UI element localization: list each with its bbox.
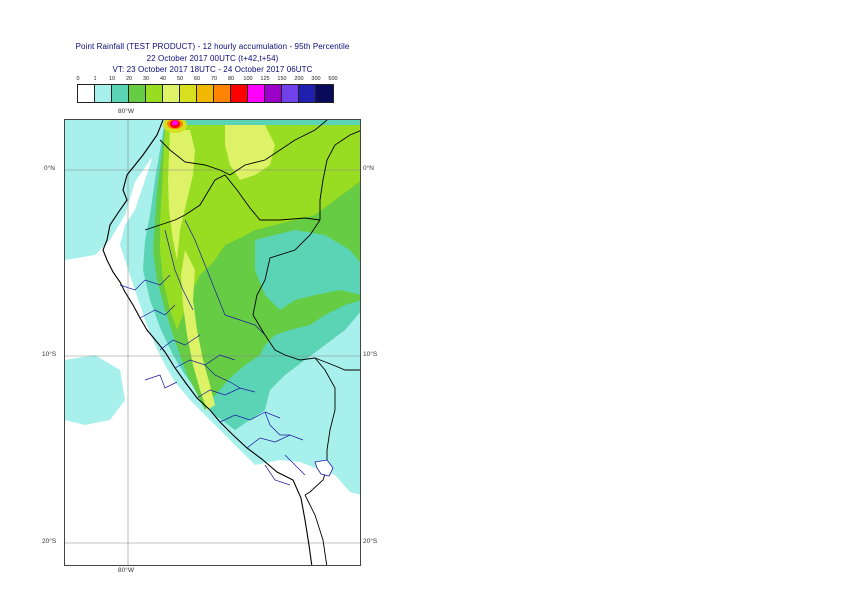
- precip-peak-magenta: [172, 120, 178, 126]
- legend-swatch: [78, 85, 95, 102]
- legend-tick-label: 50: [176, 76, 184, 82]
- precip-andes-light-yellow-2: [225, 125, 275, 180]
- border-peru-brazil: [252, 219, 321, 361]
- legend-tick-label: 40: [159, 76, 167, 82]
- map-title-line-2: 22 October 2017 00UTC (t+42,t+54): [146, 54, 279, 63]
- legend-tick-label: 1: [93, 76, 97, 82]
- border-brazil-colombia: [319, 130, 360, 220]
- border-chile-bolivia: [304, 494, 328, 565]
- precip-amazon-teal: [255, 230, 360, 310]
- legend-tick-label: 10: [108, 76, 116, 82]
- legend-tick-label: 150: [277, 76, 287, 82]
- legend-tick-label: 500: [328, 76, 338, 82]
- lon-label-top: 80°W: [118, 108, 134, 115]
- graticule: [65, 120, 360, 565]
- border-peru-bolivia: [304, 357, 336, 496]
- legend-tick-label: 30: [142, 76, 150, 82]
- border-colombia-ecuador: [159, 139, 231, 176]
- border-colombia-venezuela-brazil: [229, 120, 328, 176]
- lat-label-10s-right: 10°S: [363, 351, 378, 358]
- legend-tick-label: 60: [193, 76, 201, 82]
- legend-tick-label: 100: [243, 76, 253, 82]
- lat-label-10s-left: 10°S: [42, 351, 57, 358]
- legend-tick-label: 70: [210, 76, 218, 82]
- lat-label-20s-left: 20°S: [42, 538, 57, 545]
- legend-swatch: [95, 85, 112, 102]
- border-bolivia-brazil: [314, 357, 360, 371]
- lake-titicaca: [314, 459, 334, 477]
- lat-label-0n-left: 0°N: [44, 165, 55, 172]
- lat-label-20s-right: 20°S: [363, 538, 378, 545]
- precip-ocean-west: [65, 355, 125, 425]
- legend-swatch: [214, 85, 231, 102]
- precip-land-yellowgreen: [160, 125, 360, 330]
- legend-swatch: [146, 85, 163, 102]
- legend-tick-label: 80: [227, 76, 235, 82]
- lon-label-bottom: 80°W: [118, 567, 134, 574]
- legend-swatch: [299, 85, 316, 102]
- legend-swatch: [197, 85, 214, 102]
- rainfall-map: [64, 119, 361, 566]
- legend-swatch: [129, 85, 146, 102]
- legend-tick-label: 0: [76, 76, 80, 82]
- precip-andes-light-yellow-3: [181, 250, 215, 410]
- legend-swatch: [316, 85, 333, 102]
- legend-swatch: [265, 85, 282, 102]
- legend-tick-label: 125: [260, 76, 270, 82]
- legend-swatch: [248, 85, 265, 102]
- legend-swatch: [112, 85, 129, 102]
- legend-tick-label: 200: [294, 76, 304, 82]
- map-title-line-1: Point Rainfall (TEST PRODUCT) - 12 hourl…: [75, 42, 350, 51]
- color-legend: [77, 84, 334, 103]
- legend-swatch: [180, 85, 197, 102]
- map-canvas: [65, 120, 360, 565]
- legend-swatch: [231, 85, 248, 102]
- regional-borders: [119, 219, 306, 486]
- legend-tick-label: 20: [125, 76, 133, 82]
- map-title-line-3: VT: 23 October 2017 18UTC - 24 October 2…: [112, 65, 313, 74]
- legend-labels: 0 1 10 20 30 40 50 60 70 80 100 125 150 200 300 500: [76, 76, 347, 85]
- legend-swatch: [163, 85, 180, 102]
- country-borders: [144, 120, 360, 565]
- border-ecuador-peru: [144, 174, 321, 231]
- lat-label-0n-right: 0°N: [363, 165, 374, 172]
- legend-swatch: [282, 85, 299, 102]
- legend-tick-label: 300: [311, 76, 321, 82]
